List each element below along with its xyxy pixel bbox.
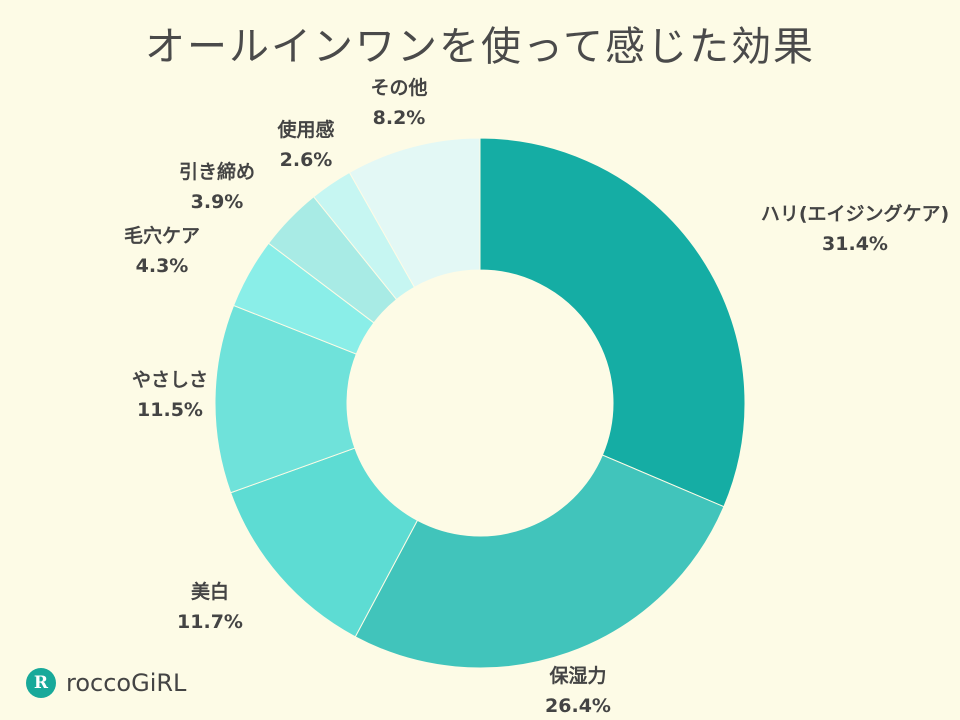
slice-value-label: 31.4%: [822, 233, 888, 255]
slice-name-label: 引き締め: [179, 160, 255, 183]
slice-name-label: その他: [370, 76, 427, 99]
slice-value-label: 3.9%: [191, 191, 244, 213]
slice-value-label: 26.4%: [545, 695, 611, 717]
slice-value-label: 4.3%: [136, 255, 189, 277]
slice-name-label: 使用感: [276, 118, 334, 141]
slice-value-label: 11.7%: [177, 611, 243, 633]
donut-slices: [214, 137, 746, 669]
slice-name-label: 毛穴ケア: [124, 224, 200, 247]
slice-name-label: ハリ(エイジングケア): [761, 202, 949, 225]
logo-icon: R: [26, 668, 56, 698]
slice-value-label: 2.6%: [280, 149, 333, 171]
logo-text: roccoGiRL: [66, 669, 187, 697]
chart-title: オールインワンを使って感じた効果: [145, 24, 815, 70]
slice-labels: ハリ(エイジングケア) 31.4% 保湿力 26.4% 美白 11.7% やさしさ 11.5%…: [124, 76, 949, 717]
slice-name-label: 美白: [191, 580, 229, 603]
slice-value-label: 11.5%: [137, 399, 203, 421]
donut-hole: [347, 270, 613, 536]
slice-name-label: やさしさ: [132, 369, 208, 391]
slice-name-label: 保湿力: [548, 664, 606, 687]
brand-logo: R roccoGiRL: [26, 668, 186, 698]
slice-value-label: 8.2%: [373, 107, 426, 129]
